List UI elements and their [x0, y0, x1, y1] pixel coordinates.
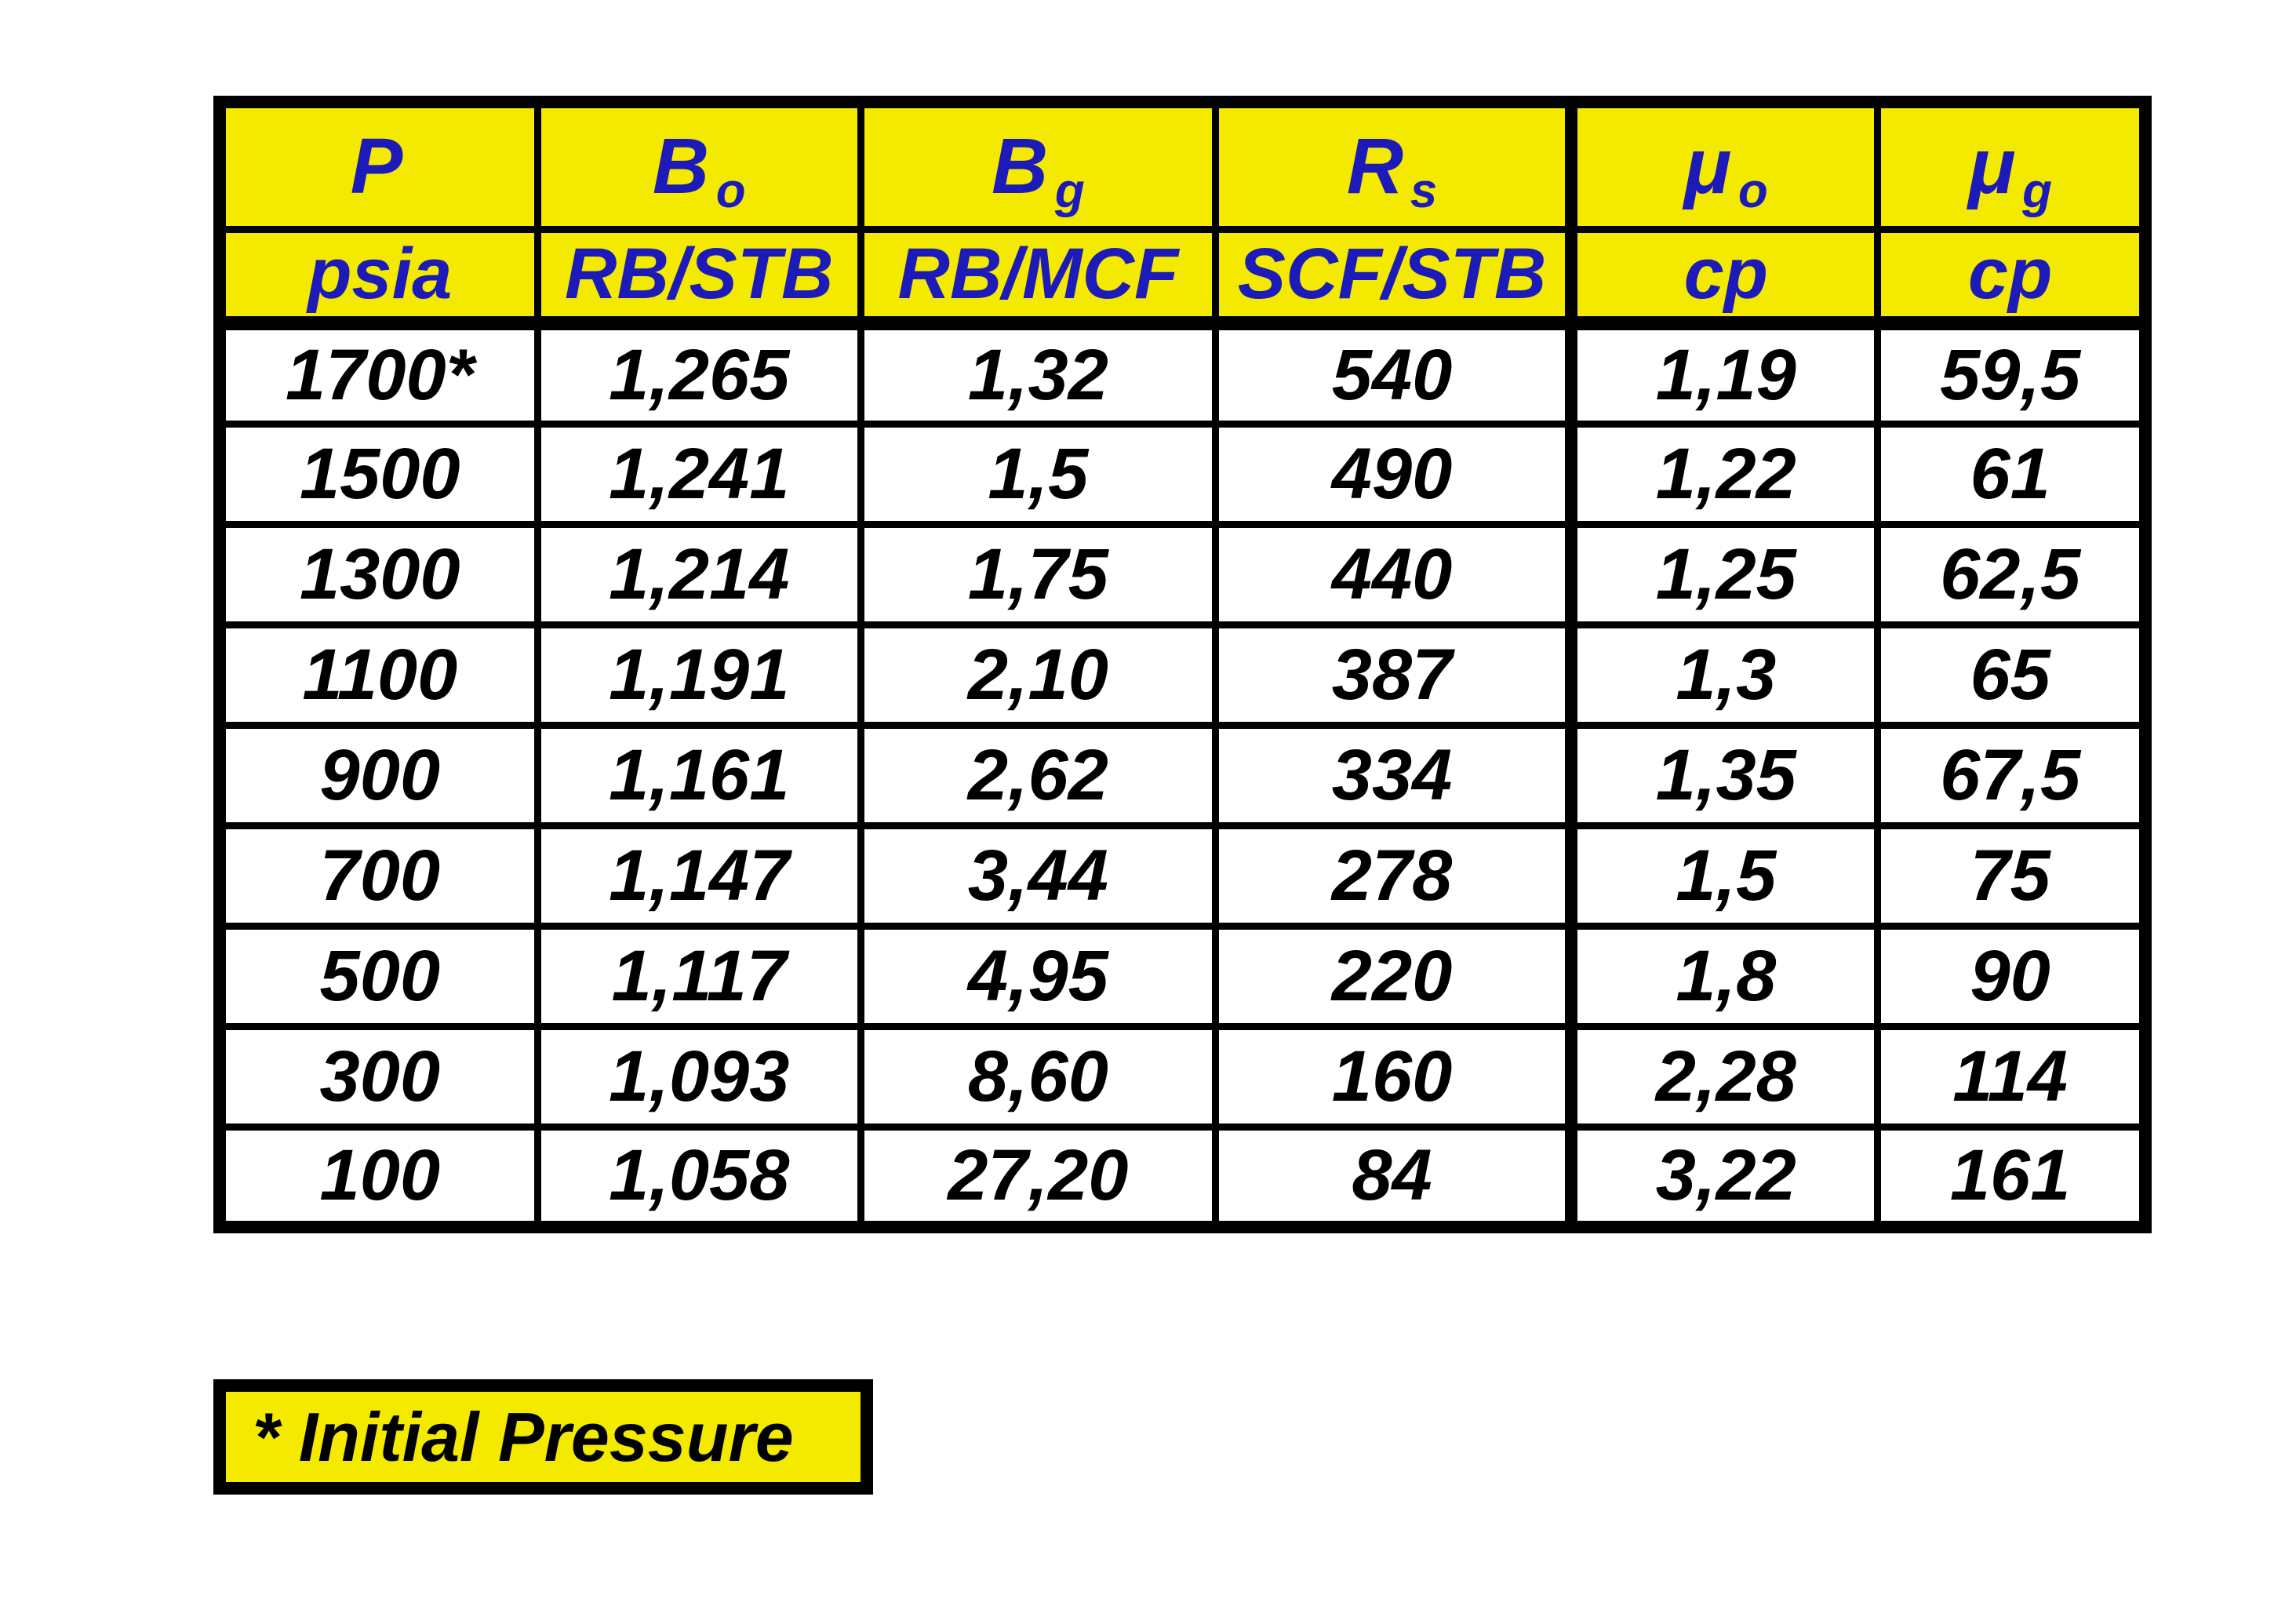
- data-cell: 220: [1211, 922, 1578, 1030]
- table-row: 1100 1,191 2,10 387 1,3 65: [216, 621, 2149, 729]
- col-symbol: μ: [1683, 122, 1732, 211]
- data-cell: 67,5: [1874, 721, 2149, 829]
- table-row: 100 1,058 27,20 84 3,22 161: [216, 1123, 2149, 1231]
- col-symbol: μ: [1968, 122, 2016, 211]
- data-cell: 1500: [216, 420, 541, 528]
- data-cell: 278: [1211, 821, 1578, 930]
- data-cell: 1,3: [1567, 621, 1882, 729]
- data-cell: 59,5: [1874, 319, 2149, 428]
- data-cell: 27,20: [857, 1123, 1219, 1231]
- data-cell: 84: [1211, 1123, 1578, 1231]
- col-symbol: P: [350, 122, 403, 211]
- data-cell: 3,44: [857, 821, 1219, 930]
- data-cell: 1,093: [533, 1022, 865, 1131]
- data-cell: 1,5: [1567, 821, 1882, 930]
- col-symbol: B: [652, 122, 710, 211]
- data-cell: 1300: [216, 520, 541, 628]
- data-cell: 500: [216, 922, 541, 1030]
- data-cell: 2,10: [857, 621, 1219, 729]
- data-cell: 1,32: [857, 319, 1219, 428]
- data-cell: 1,8: [1567, 922, 1882, 1030]
- unit-header-rb-mcf: RB/MCF: [857, 225, 1219, 330]
- data-cell: 1,191: [533, 621, 865, 729]
- col-subscript: g: [2022, 163, 2053, 218]
- data-cell: 4,95: [857, 922, 1219, 1030]
- table-body: 1700* 1,265 1,32 540 1,19 59,5 1500 1,241 1,5 490…: [216, 319, 2149, 1231]
- table-row: 700 1,147 3,44 278 1,5 75: [216, 821, 2149, 930]
- data-cell: 1,5: [857, 420, 1219, 528]
- data-cell: 2,62: [857, 721, 1219, 829]
- data-cell: 1,147: [533, 821, 865, 930]
- data-cell: 1,241: [533, 420, 865, 528]
- data-cell: 1,35: [1567, 721, 1882, 829]
- data-cell: 334: [1211, 721, 1578, 829]
- footnote-label: * Initial Pressure: [253, 1397, 794, 1476]
- data-cell: 3,22: [1567, 1123, 1882, 1231]
- data-cell: 440: [1211, 520, 1578, 628]
- table-row: 1300 1,214 1,75 440 1,25 62,5: [216, 520, 2149, 628]
- data-cell: 65: [1874, 621, 2149, 729]
- data-cell: 2,28: [1567, 1022, 1882, 1131]
- data-cell: 1700*: [216, 319, 541, 428]
- data-cell: 1,117: [533, 922, 865, 1030]
- data-cell: 1,214: [533, 520, 865, 628]
- unit-header-rb-stb: RB/STB: [533, 225, 865, 330]
- data-cell: 387: [1211, 621, 1578, 729]
- data-cell: 700: [216, 821, 541, 930]
- col-symbol: B: [991, 122, 1049, 211]
- col-symbol: R: [1346, 122, 1404, 211]
- data-cell: 540: [1211, 319, 1578, 428]
- data-cell: 490: [1211, 420, 1578, 528]
- col-subscript: s: [1410, 163, 1438, 218]
- data-cell: 1100: [216, 621, 541, 729]
- data-cell: 8,60: [857, 1022, 1219, 1131]
- data-cell: 75: [1874, 821, 2149, 930]
- col-subscript: o: [1737, 163, 1768, 218]
- unit-header-scf-stb: SCF/STB: [1211, 225, 1578, 330]
- table-header-units-row: psia RB/STB RB/MCF SCF/STB cp cp: [216, 225, 2149, 330]
- data-cell: 1,19: [1567, 319, 1882, 428]
- data-cell: 62,5: [1874, 520, 2149, 628]
- data-cell: 161: [1874, 1123, 2149, 1231]
- col-subscript: g: [1054, 163, 1085, 218]
- data-cell: 100: [216, 1123, 541, 1231]
- table-row: 1500 1,241 1,5 490 1,22 61: [216, 420, 2149, 528]
- col-subscript: o: [715, 163, 746, 218]
- table-row: 1700* 1,265 1,32 540 1,19 59,5: [216, 319, 2149, 428]
- data-cell: 1,75: [857, 520, 1219, 628]
- data-cell: 160: [1211, 1022, 1578, 1131]
- data-cell: 90: [1874, 922, 2149, 1030]
- unit-header-cp: cp: [1567, 225, 1882, 330]
- data-cell: 900: [216, 721, 541, 829]
- data-cell: 1,25: [1567, 520, 1882, 628]
- table-row: 900 1,161 2,62 334 1,35 67,5: [216, 721, 2149, 829]
- data-cell: 114: [1874, 1022, 2149, 1131]
- data-cell: 61: [1874, 420, 2149, 528]
- data-cell: 1,22: [1567, 420, 1882, 528]
- table-row: 300 1,093 8,60 160 2,28 114: [216, 1022, 2149, 1131]
- unit-header-psia: psia: [216, 225, 541, 330]
- data-cell: 300: [216, 1022, 541, 1131]
- data-cell: 1,161: [533, 721, 865, 829]
- data-cell: 1,265: [533, 319, 865, 428]
- col-header-p: P: [216, 98, 541, 233]
- table-row: 500 1,117 4,95 220 1,8 90: [216, 922, 2149, 1030]
- unit-header-cp: cp: [1874, 225, 2149, 330]
- data-cell: 1,058: [533, 1123, 865, 1231]
- footnote-box: * Initial Pressure: [213, 1379, 873, 1495]
